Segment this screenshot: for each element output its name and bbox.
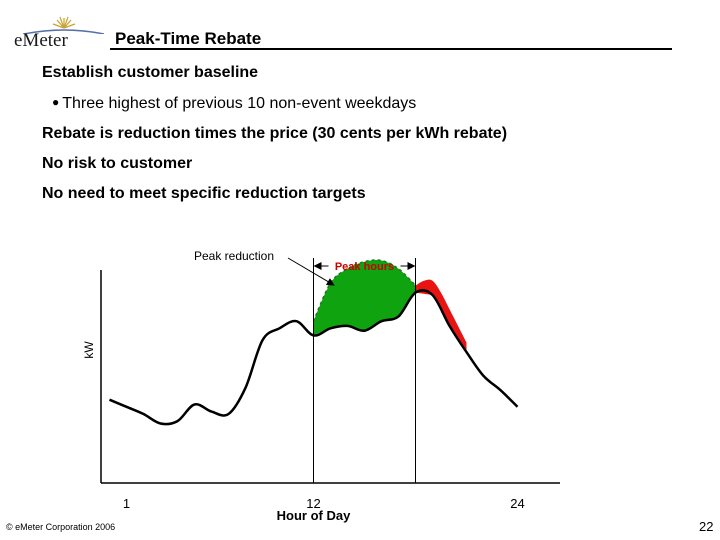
peak-reduction-area <box>313 259 416 336</box>
peak-reduction-label: Peak reduction <box>194 249 274 263</box>
x-tick-label: 12 <box>306 496 320 511</box>
bullet-no-risk: No risk to customer <box>42 155 193 172</box>
bullet-rebate: Rebate is reduction times the price (30 … <box>42 125 508 142</box>
post-peak-excess-area <box>415 279 467 353</box>
x-tick-label: 1 <box>123 496 130 511</box>
load-chart: Peak hours Peak reduction 1 12 24 Hour of … <box>82 249 560 523</box>
y-axis-label: kW <box>82 341 96 359</box>
logo-text: eMeter <box>14 30 68 51</box>
bullet-baseline: Establish customer baseline <box>42 64 259 81</box>
copyright-footer: © eMeter Corporation 2006 <box>6 522 116 532</box>
sub-bullet-highest: ● Three highest of previous 10 non-event … <box>52 95 416 113</box>
x-tick-labels: 1 12 24 <box>123 496 525 511</box>
page-number: 22 <box>699 519 714 534</box>
slide-title: Peak-Time Rebate <box>115 29 262 48</box>
x-tick-label: 24 <box>510 496 524 511</box>
emeter-logo: eMeter <box>14 14 106 51</box>
title-rule <box>110 48 672 50</box>
bullet-dot-icon: ● <box>52 95 60 109</box>
peak-reduction-pointer <box>287 257 335 286</box>
bullet-no-targets: No need to meet specific reduction targe… <box>42 185 366 202</box>
logo-sun-icon <box>23 16 105 34</box>
x-axis-label: Hour of Day <box>277 508 351 523</box>
sub-bullet-text: Three highest of previous 10 non-event w… <box>62 95 417 112</box>
peak-hours-label: Peak hours <box>335 261 394 273</box>
